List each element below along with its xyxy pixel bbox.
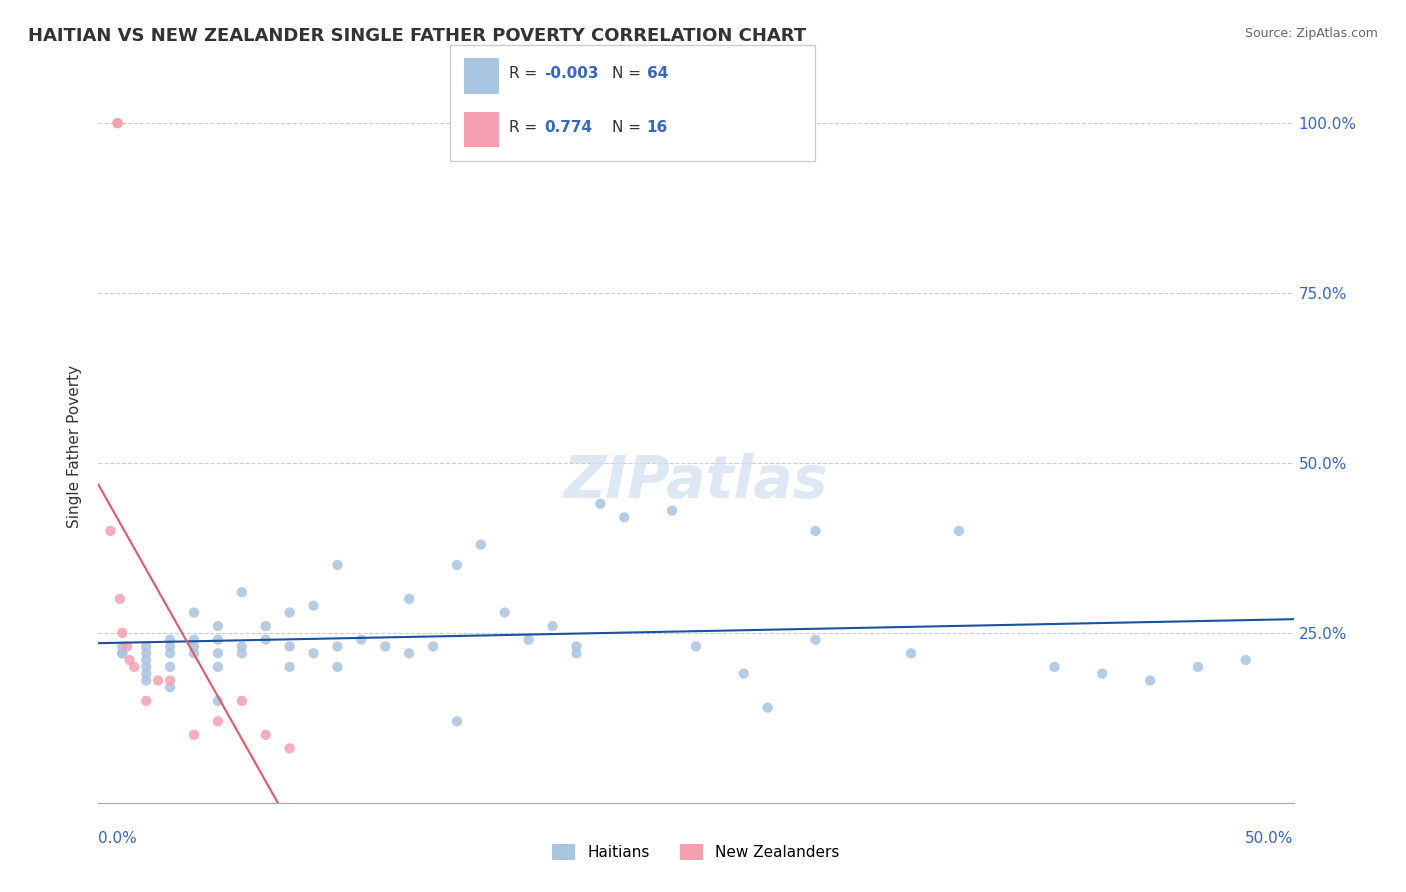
Point xyxy=(326,640,349,654)
Point xyxy=(541,619,564,633)
Point xyxy=(517,632,540,647)
Point xyxy=(1091,666,1114,681)
Text: -0.003: -0.003 xyxy=(544,66,599,80)
Point xyxy=(231,646,253,660)
Point xyxy=(135,660,157,674)
Point xyxy=(111,640,134,654)
Point xyxy=(159,640,181,654)
Point xyxy=(98,524,122,538)
Point xyxy=(302,646,325,660)
Point xyxy=(1187,660,1209,674)
Point xyxy=(589,497,612,511)
Point xyxy=(231,585,253,599)
Text: R =: R = xyxy=(509,120,543,135)
Point xyxy=(183,728,205,742)
Point xyxy=(422,640,444,654)
Point xyxy=(685,640,707,654)
Point xyxy=(565,640,588,654)
Point xyxy=(231,694,253,708)
Point xyxy=(183,646,205,660)
Point xyxy=(207,694,229,708)
Point xyxy=(207,646,229,660)
Point xyxy=(565,646,588,660)
Point xyxy=(613,510,636,524)
Text: 64: 64 xyxy=(647,66,668,80)
Point xyxy=(278,741,301,756)
Point xyxy=(115,640,138,654)
Point xyxy=(135,673,157,688)
Text: ZIPatlas: ZIPatlas xyxy=(564,453,828,510)
Text: N =: N = xyxy=(612,120,645,135)
Point xyxy=(207,632,229,647)
Text: HAITIAN VS NEW ZEALANDER SINGLE FATHER POVERTY CORRELATION CHART: HAITIAN VS NEW ZEALANDER SINGLE FATHER P… xyxy=(28,27,806,45)
Point xyxy=(326,660,349,674)
Point xyxy=(159,673,181,688)
Point xyxy=(135,646,157,660)
Point xyxy=(107,116,129,130)
Point xyxy=(254,632,277,647)
Text: 0.774: 0.774 xyxy=(544,120,592,135)
Point xyxy=(159,660,181,674)
Point xyxy=(278,640,301,654)
Y-axis label: Single Father Poverty: Single Father Poverty xyxy=(67,365,83,527)
Point xyxy=(183,640,205,654)
Point xyxy=(326,558,349,572)
Point xyxy=(254,728,277,742)
Point xyxy=(278,606,301,620)
Point xyxy=(135,694,157,708)
Point xyxy=(374,640,396,654)
Point xyxy=(124,660,146,674)
Point xyxy=(118,653,141,667)
Point xyxy=(470,537,492,551)
Point xyxy=(1234,653,1257,667)
Point xyxy=(159,632,181,647)
Point xyxy=(159,680,181,694)
Point xyxy=(159,646,181,660)
Point xyxy=(108,591,131,606)
Point xyxy=(148,673,170,688)
Point xyxy=(1139,673,1161,688)
Point xyxy=(183,632,205,647)
Point xyxy=(111,646,134,660)
Point xyxy=(661,503,683,517)
Point xyxy=(207,660,229,674)
Text: R =: R = xyxy=(509,66,543,80)
Point xyxy=(948,524,970,538)
Point xyxy=(135,653,157,667)
Point xyxy=(207,619,229,633)
Point xyxy=(278,660,301,674)
Point xyxy=(254,619,277,633)
Point xyxy=(183,606,205,620)
Point xyxy=(135,640,157,654)
Point xyxy=(111,626,134,640)
Point xyxy=(804,524,827,538)
Point xyxy=(446,558,468,572)
Point xyxy=(733,666,755,681)
Text: Source: ZipAtlas.com: Source: ZipAtlas.com xyxy=(1244,27,1378,40)
Point xyxy=(302,599,325,613)
Point xyxy=(350,632,373,647)
Legend: Haitians, New Zealanders: Haitians, New Zealanders xyxy=(546,838,846,866)
Point xyxy=(804,632,827,647)
Point xyxy=(231,640,253,654)
Point xyxy=(446,714,468,729)
Text: 50.0%: 50.0% xyxy=(1246,830,1294,846)
Point xyxy=(135,666,157,681)
Point xyxy=(494,606,516,620)
Text: 0.0%: 0.0% xyxy=(98,830,138,846)
Point xyxy=(398,591,420,606)
Text: 16: 16 xyxy=(647,120,668,135)
Point xyxy=(398,646,420,660)
Point xyxy=(900,646,922,660)
Point xyxy=(756,700,779,714)
Point xyxy=(111,646,134,660)
Point xyxy=(107,116,129,130)
Point xyxy=(207,714,229,729)
Point xyxy=(1043,660,1066,674)
Text: N =: N = xyxy=(612,66,645,80)
